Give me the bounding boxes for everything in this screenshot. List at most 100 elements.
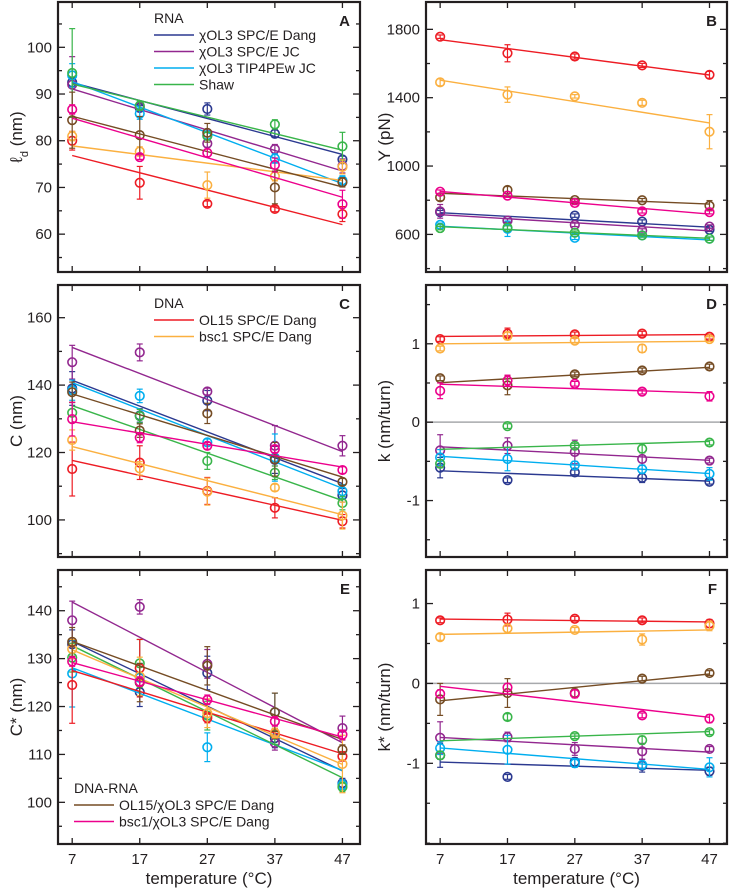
data-point (637, 710, 648, 721)
data-point (502, 682, 513, 693)
data-point (67, 357, 78, 368)
data-point (134, 676, 145, 687)
legend-title: DNA-RNA (74, 780, 138, 796)
y-tick-label: -1 (407, 755, 420, 772)
x-tick-label: 17 (131, 851, 148, 868)
panel-d: -1 0 1 k (nm/turn) D (375, 283, 729, 559)
y-axis-label-main: k (nm/turn) (375, 380, 394, 462)
series-7 (67, 401, 348, 476)
data-point (337, 161, 348, 172)
y-axis-label: Y (pN) (375, 113, 394, 162)
fit-line (71, 346, 343, 453)
series-5 (435, 77, 715, 150)
data-point (134, 100, 145, 111)
legend-label: χOL3 TIP4PEw JC (199, 60, 316, 76)
plot-frame (56, 568, 362, 846)
data-point (67, 463, 78, 475)
y-tick-label: 120 (27, 699, 52, 716)
data-point (337, 177, 348, 188)
data-point (704, 713, 715, 724)
y-tick-label: 1 (412, 336, 420, 353)
data-point (202, 455, 213, 467)
series-5 (435, 620, 715, 646)
panel-letter: D (706, 296, 717, 313)
data-point (67, 615, 78, 626)
data-point (569, 378, 580, 389)
y-tick-label: 1400 (387, 90, 420, 107)
y-tick-label: 90 (35, 86, 52, 103)
data-point (704, 437, 715, 448)
data-point (134, 347, 145, 358)
data-point (637, 60, 648, 71)
fit-line (440, 685, 710, 719)
panel-c: 100 120 140 160 C (nm) C DNA OL15 SPC/E Dangbsc… (7, 283, 362, 559)
y-axis-label-main: C* (nm) (7, 678, 26, 737)
data-point (202, 708, 213, 719)
y-axis-label: k (nm/turn) (375, 380, 394, 462)
panel-letter: F (708, 581, 717, 598)
data-point (269, 502, 280, 513)
y-axis-label-main: ℓ (7, 157, 26, 164)
plot-frame (424, 568, 729, 846)
fit-line (71, 379, 343, 485)
data-point (637, 230, 648, 241)
y-axis-label: C (nm) (7, 395, 26, 447)
x-tick-label: 17 (499, 851, 516, 868)
data-point (202, 694, 213, 705)
data-point (337, 744, 348, 755)
data-point (134, 130, 145, 141)
data-point (435, 206, 446, 217)
data-point (569, 758, 580, 769)
data-point (569, 743, 580, 755)
data-point (269, 182, 280, 193)
data-point (704, 221, 715, 232)
data-point (269, 454, 280, 465)
y-tick-label: 100 (27, 512, 52, 529)
panel-letter: C (339, 296, 350, 313)
y-axis-label: k* (nm/turn) (375, 663, 394, 752)
data-point (337, 440, 348, 451)
data-point (569, 335, 580, 346)
data-point (269, 482, 280, 493)
plot-frame (56, 283, 362, 559)
data-point (704, 333, 715, 345)
data-point (202, 386, 213, 397)
data-point (67, 387, 78, 398)
y-axis-label: C* (nm) (7, 678, 26, 737)
data-point (134, 151, 145, 163)
y-tick-label: 120 (27, 445, 52, 462)
x-axis-label: temperature (°C) (146, 869, 273, 888)
data-point (704, 667, 715, 679)
data-point (704, 743, 715, 755)
y-tick-label: 110 (28, 746, 52, 763)
y-tick-label: 100 (27, 39, 52, 56)
y-tick-label: 60 (35, 226, 52, 243)
data-point (435, 632, 446, 643)
data-point (269, 716, 280, 727)
data-point (637, 343, 648, 354)
data-point (435, 458, 446, 469)
data-point (337, 486, 348, 497)
data-point (502, 190, 513, 201)
legend-title: RNA (154, 10, 184, 26)
panel-e: 100 110 120 130 140 7 17 27 37 47 temperature (°C)… (7, 568, 362, 888)
data-point (637, 328, 648, 339)
data-point (202, 103, 213, 115)
data-point (435, 750, 446, 761)
data-point (502, 89, 513, 100)
x-tick-label: 27 (199, 851, 216, 868)
data-point (502, 330, 513, 342)
data-point (637, 443, 648, 454)
series-3 (435, 420, 715, 469)
y-tick-label: 0 (412, 675, 420, 692)
data-point (569, 197, 580, 209)
series-7 (435, 374, 715, 402)
data-point (569, 460, 580, 471)
fit-line (440, 79, 710, 124)
data-point (337, 476, 348, 487)
y-tick-label: 1800 (387, 21, 420, 38)
data-point (502, 453, 513, 465)
data-point (637, 453, 648, 465)
legend-label: bsc1 SPC/E Dang (199, 329, 312, 345)
